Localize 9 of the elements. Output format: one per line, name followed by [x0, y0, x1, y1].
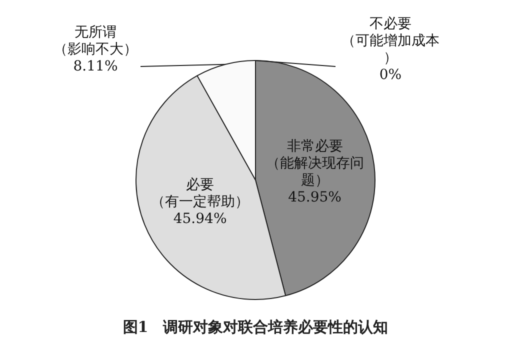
slice-label: 非常必要（能解决现存问题）	[266, 138, 364, 189]
category-label: 不必要（可能增加成本）	[342, 16, 440, 66]
text: 0%	[379, 67, 402, 84]
text: 图1 调研对象对联合培养必要性的认知	[122, 318, 390, 337]
data-label: 45.94%	[173, 210, 227, 227]
data-label: 45.95%	[288, 190, 342, 206]
slice-label: 必要（有一定帮助）	[151, 176, 250, 210]
data-label: 8.11%	[73, 58, 118, 75]
slice-label: 无所谓（影响不大）	[54, 24, 138, 58]
